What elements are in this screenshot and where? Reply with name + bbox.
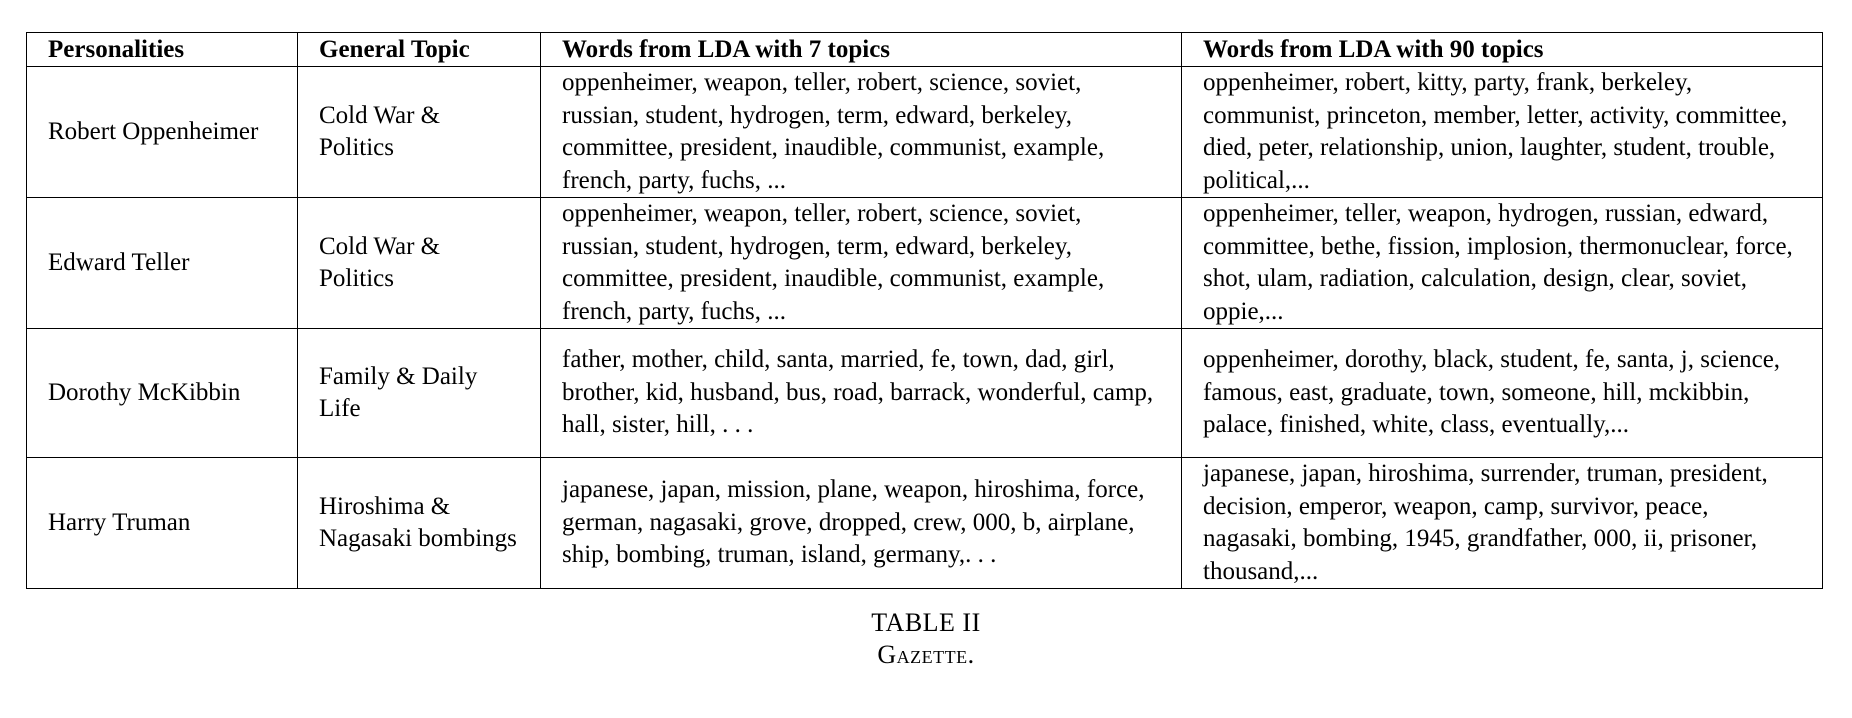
- table-row: Dorothy McKibbin Family & Daily Life fat…: [26, 328, 1823, 458]
- header-personalities: Personalities: [26, 32, 298, 67]
- lda-topics-table: Personalities General Topic Words from L…: [26, 32, 1823, 589]
- cell-lda-90-words: oppenheimer, teller, weapon, hydrogen, r…: [1181, 197, 1823, 329]
- cell-lda-7-words: japanese, japan, mission, plane, weapon,…: [540, 457, 1182, 589]
- header-general-topic: General Topic: [297, 32, 541, 67]
- cell-general-topic: Hiroshima & Nagasaki bombings: [297, 457, 541, 589]
- cell-personality: Edward Teller: [26, 197, 298, 329]
- header-lda-7-topics: Words from LDA with 7 topics: [540, 32, 1182, 67]
- table-row: Harry Truman Hiroshima & Nagasaki bombin…: [26, 457, 1823, 589]
- header-lda-90-topics: Words from LDA with 90 topics: [1181, 32, 1823, 67]
- cell-lda-7-words: father, mother, child, santa, married, f…: [540, 328, 1182, 458]
- cell-personality: Dorothy McKibbin: [26, 328, 298, 458]
- cell-general-topic: Cold War & Politics: [297, 197, 541, 329]
- table-caption-title: Gazette.: [877, 640, 975, 669]
- table-row: Robert Oppenheimer Cold War & Politics o…: [26, 66, 1823, 198]
- table-header-row: Personalities General Topic Words from L…: [26, 32, 1823, 67]
- cell-lda-90-words: oppenheimer, robert, kitty, party, frank…: [1181, 66, 1823, 198]
- table-container: Personalities General Topic Words from L…: [26, 32, 1823, 589]
- table-caption-label: TABLE II: [871, 608, 981, 637]
- cell-personality: Robert Oppenheimer: [26, 66, 298, 198]
- cell-lda-7-words: oppenheimer, weapon, teller, robert, sci…: [540, 66, 1182, 198]
- cell-lda-90-words: oppenheimer, dorothy, black, student, fe…: [1181, 328, 1823, 458]
- cell-general-topic: Cold War & Politics: [297, 66, 541, 198]
- table-row: Edward Teller Cold War & Politics oppenh…: [26, 197, 1823, 329]
- cell-personality: Harry Truman: [26, 457, 298, 589]
- cell-lda-7-words: oppenheimer, weapon, teller, robert, sci…: [540, 197, 1182, 329]
- cell-lda-90-words: japanese, japan, hiroshima, surrender, t…: [1181, 457, 1823, 589]
- cell-general-topic: Family & Daily Life: [297, 328, 541, 458]
